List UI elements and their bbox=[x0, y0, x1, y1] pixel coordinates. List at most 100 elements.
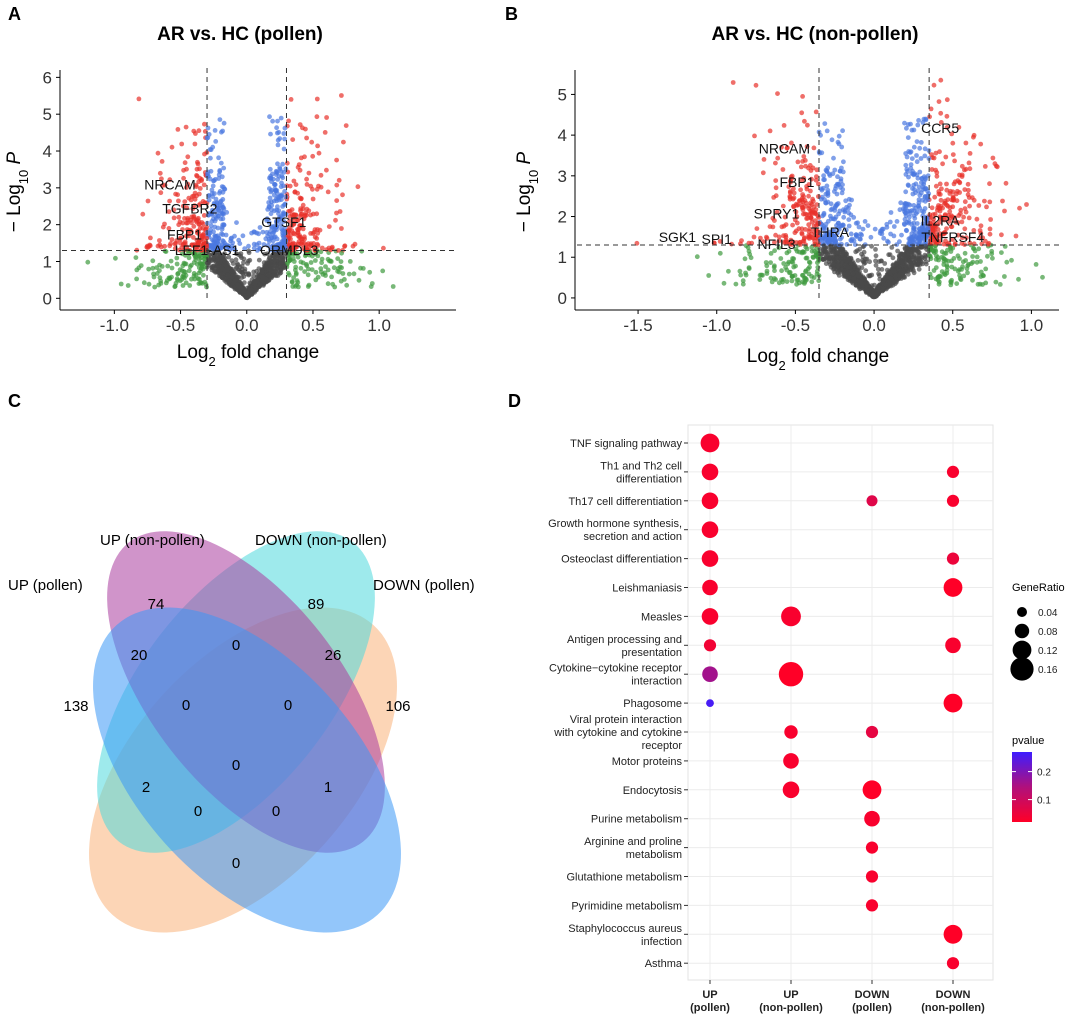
size-legend-label: 0.12 bbox=[1038, 646, 1058, 657]
x-axis-label: Log2 fold change bbox=[747, 346, 889, 373]
data-point bbox=[215, 213, 221, 219]
color-legend-bar bbox=[1012, 752, 1032, 822]
data-point bbox=[217, 168, 223, 173]
data-point bbox=[269, 235, 275, 241]
data-point bbox=[267, 175, 272, 181]
data-point bbox=[903, 210, 908, 216]
data-point bbox=[169, 265, 175, 271]
data-point bbox=[781, 123, 787, 128]
data-point bbox=[753, 82, 759, 88]
data-point bbox=[230, 261, 236, 266]
data-point bbox=[285, 260, 290, 266]
data-point bbox=[823, 261, 829, 266]
data-point bbox=[356, 277, 362, 283]
data-point bbox=[922, 256, 928, 261]
data-point bbox=[920, 213, 926, 219]
data-point bbox=[772, 276, 777, 281]
data-point bbox=[796, 226, 802, 232]
data-point bbox=[240, 233, 246, 239]
data-point bbox=[967, 151, 973, 156]
data-point bbox=[229, 235, 235, 241]
data-point bbox=[821, 177, 826, 183]
data-point bbox=[226, 244, 232, 250]
data-point bbox=[165, 263, 171, 269]
data-point bbox=[917, 237, 923, 243]
data-point bbox=[251, 273, 256, 279]
data-point bbox=[941, 231, 946, 236]
data-point bbox=[768, 251, 774, 256]
data-point bbox=[219, 202, 225, 208]
data-point bbox=[834, 230, 840, 236]
gene-label: SPRY1 bbox=[754, 206, 800, 222]
data-point bbox=[253, 286, 259, 291]
data-point bbox=[266, 266, 272, 272]
data-point bbox=[791, 203, 796, 209]
data-point bbox=[816, 278, 822, 284]
data-point bbox=[800, 159, 805, 164]
data-point bbox=[950, 194, 956, 200]
data-point bbox=[950, 140, 956, 146]
data-point bbox=[794, 240, 799, 245]
data-point bbox=[903, 189, 909, 195]
x-tick-label: 1.0 bbox=[1020, 316, 1044, 335]
x-tick-label: 0.5 bbox=[941, 316, 965, 335]
data-point bbox=[274, 220, 280, 226]
data-point bbox=[284, 160, 290, 166]
bubble bbox=[862, 780, 882, 800]
data-point bbox=[740, 281, 746, 287]
data-point bbox=[785, 145, 790, 151]
data-point bbox=[810, 165, 816, 171]
data-point bbox=[300, 236, 305, 242]
data-point bbox=[193, 131, 198, 136]
data-point bbox=[269, 179, 274, 185]
data-point bbox=[209, 187, 215, 193]
data-point bbox=[286, 118, 291, 124]
data-point bbox=[314, 186, 320, 192]
data-point bbox=[134, 276, 140, 282]
data-point bbox=[832, 189, 837, 194]
data-point bbox=[176, 198, 181, 204]
data-point bbox=[851, 215, 857, 220]
data-point bbox=[171, 207, 177, 213]
data-point bbox=[168, 258, 174, 264]
data-point bbox=[767, 224, 773, 230]
data-point bbox=[824, 183, 830, 189]
data-point bbox=[246, 243, 251, 249]
data-point bbox=[207, 230, 213, 236]
data-point bbox=[829, 206, 835, 212]
data-point bbox=[141, 280, 147, 286]
data-point bbox=[191, 224, 197, 229]
data-point bbox=[768, 260, 773, 265]
data-point bbox=[157, 170, 163, 176]
data-point bbox=[944, 113, 950, 119]
data-point bbox=[797, 198, 802, 204]
bubble bbox=[703, 639, 717, 652]
data-point bbox=[205, 125, 211, 131]
data-point bbox=[182, 160, 188, 166]
data-point bbox=[300, 125, 305, 131]
data-point bbox=[840, 169, 846, 175]
data-point bbox=[970, 277, 975, 283]
data-point bbox=[923, 243, 929, 249]
data-point bbox=[196, 128, 202, 134]
data-point bbox=[850, 271, 856, 276]
data-point bbox=[933, 276, 939, 282]
pathway-label: Pyrimidine metabolism bbox=[571, 900, 682, 912]
data-point bbox=[942, 213, 948, 218]
data-point bbox=[245, 261, 251, 266]
data-point bbox=[351, 271, 357, 277]
data-point bbox=[208, 155, 213, 161]
data-point bbox=[936, 205, 942, 211]
data-point bbox=[171, 215, 177, 221]
data-point bbox=[251, 241, 257, 247]
data-point bbox=[290, 284, 296, 289]
data-point bbox=[826, 249, 832, 255]
data-point bbox=[315, 253, 321, 259]
data-point bbox=[772, 218, 777, 224]
data-point bbox=[146, 281, 152, 287]
data-point bbox=[200, 234, 206, 240]
data-point bbox=[846, 196, 852, 202]
data-point bbox=[267, 166, 273, 172]
data-point bbox=[911, 270, 917, 276]
